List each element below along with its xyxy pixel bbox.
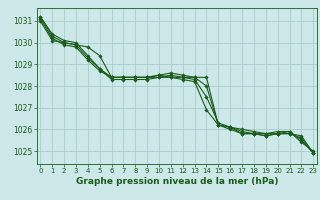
X-axis label: Graphe pression niveau de la mer (hPa): Graphe pression niveau de la mer (hPa) xyxy=(76,177,278,186)
